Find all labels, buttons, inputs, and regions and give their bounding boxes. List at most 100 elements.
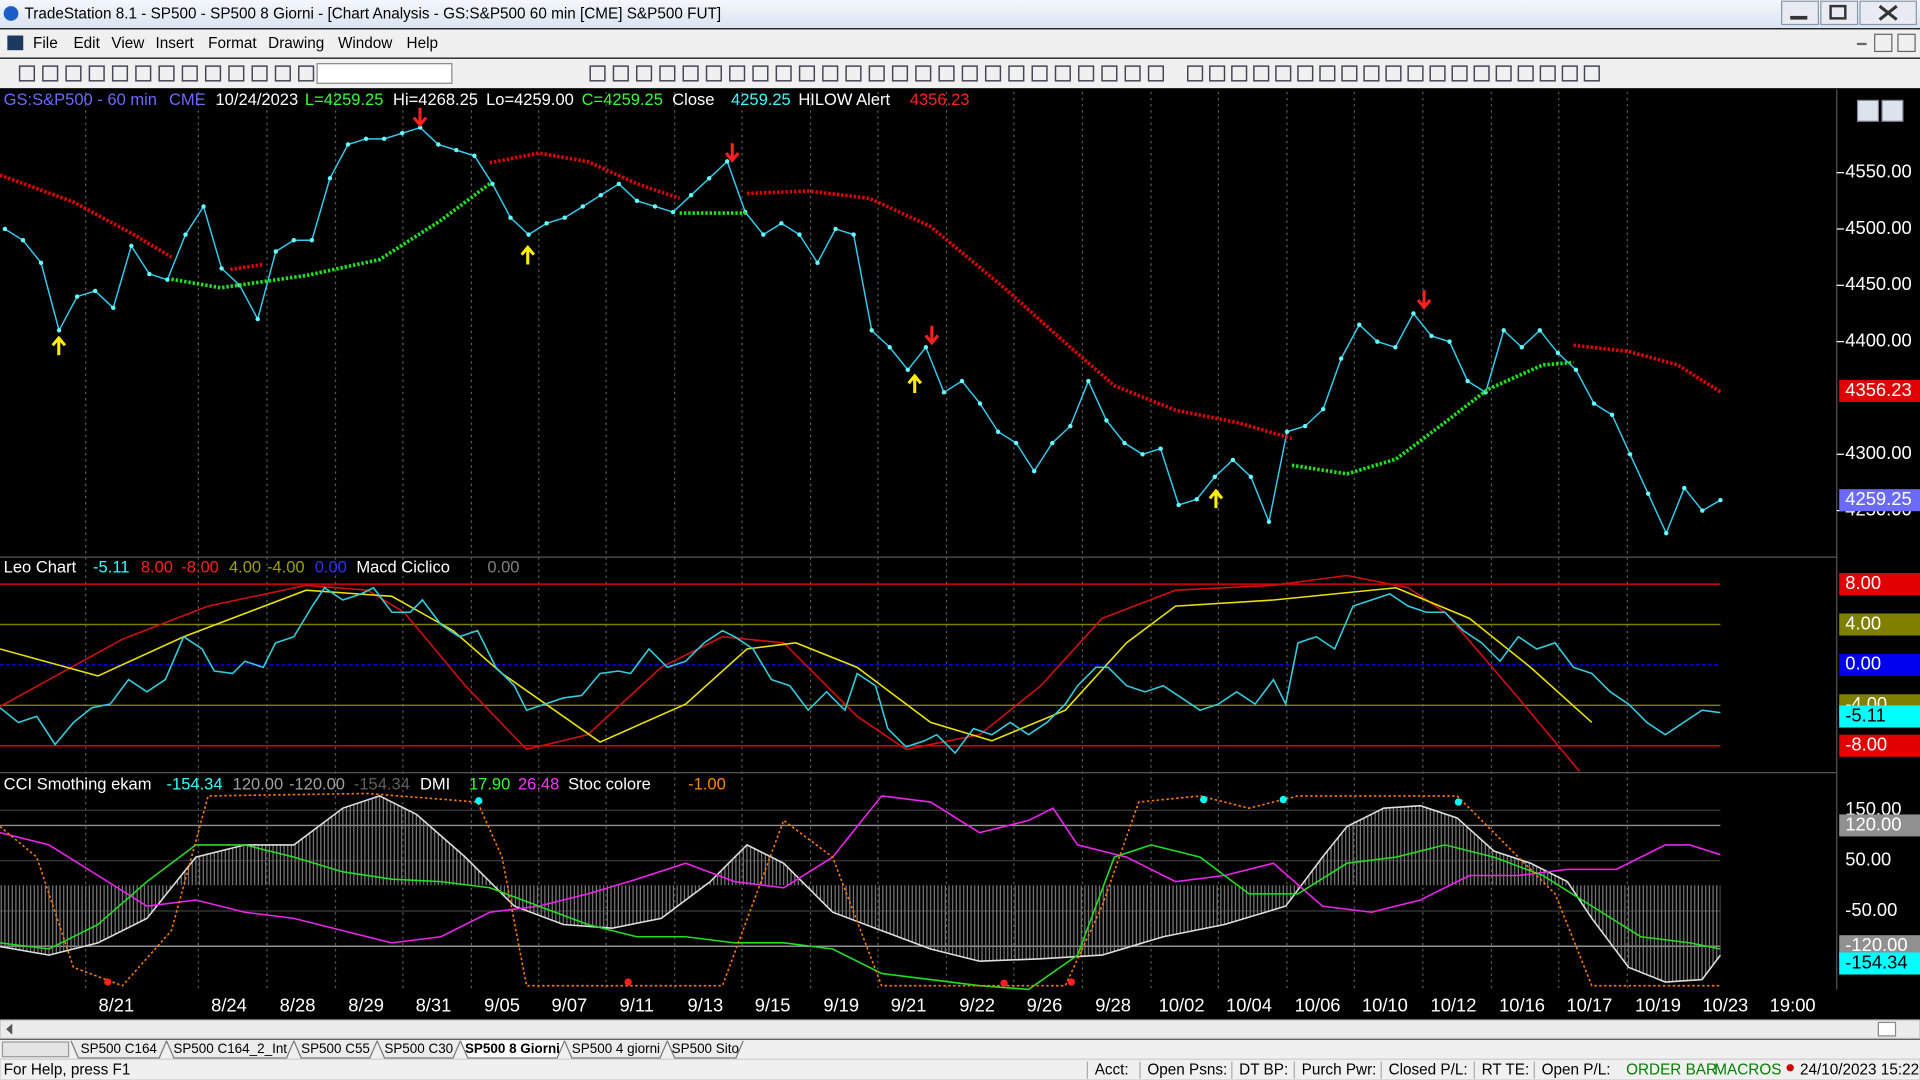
tool-icon[interactable] xyxy=(204,65,222,82)
menu-item[interactable]: Edit xyxy=(73,35,100,52)
tool-icon[interactable] xyxy=(1147,65,1164,82)
menu-item[interactable]: Format xyxy=(208,35,257,52)
tool-icon[interactable] xyxy=(659,65,676,82)
tool-icon[interactable] xyxy=(1473,65,1490,82)
tool-icon[interactable] xyxy=(682,65,699,82)
menu-item[interactable]: Help xyxy=(407,35,438,52)
tool-icon[interactable] xyxy=(961,65,978,82)
tool-icon[interactable] xyxy=(1275,65,1292,82)
tool-icon[interactable] xyxy=(251,65,268,82)
tool-icon[interactable] xyxy=(228,65,245,82)
tool-icon[interactable] xyxy=(1583,65,1600,82)
price-point xyxy=(1411,311,1416,316)
doc-icon xyxy=(7,35,24,51)
tool-icon[interactable] xyxy=(868,65,885,82)
tool-icon[interactable] xyxy=(1187,65,1204,82)
tool-icon[interactable] xyxy=(1101,65,1118,82)
tab-nav[interactable] xyxy=(1,1041,70,1058)
tool-icon[interactable] xyxy=(1495,65,1512,82)
tool-icon[interactable] xyxy=(42,65,59,82)
order-bar[interactable]: ORDER BAR xyxy=(1626,1061,1717,1078)
tool-icon[interactable] xyxy=(891,65,909,82)
scroll-left[interactable] xyxy=(6,1023,13,1035)
menu-item[interactable]: Insert xyxy=(156,35,195,52)
price-point xyxy=(761,232,766,237)
price-point xyxy=(345,142,351,147)
tab-label[interactable]: SP500 C164 xyxy=(81,1041,158,1056)
tool-icon[interactable] xyxy=(752,65,769,82)
sub-minimize[interactable] xyxy=(1856,99,1879,122)
tab[interactable] xyxy=(165,1040,295,1059)
tool-icon[interactable] xyxy=(636,65,653,82)
tab[interactable] xyxy=(666,1040,744,1059)
tool-icon[interactable] xyxy=(111,65,129,82)
menu-item[interactable]: Drawing xyxy=(268,35,324,52)
tool-icon[interactable] xyxy=(1517,65,1534,82)
tool-icon[interactable] xyxy=(65,65,82,82)
tool-icon[interactable] xyxy=(1451,65,1468,82)
scroll-thumb[interactable] xyxy=(1877,1021,1897,1037)
tool-icon[interactable] xyxy=(88,65,105,82)
window-controls[interactable] xyxy=(1781,0,1917,26)
tab-label[interactable]: SP500 C55 xyxy=(301,1041,370,1056)
tool-icon[interactable] xyxy=(1341,65,1358,82)
tool-icon[interactable] xyxy=(915,65,932,82)
tab-label[interactable]: SP500 C30 xyxy=(384,1041,453,1056)
tool-icon[interactable] xyxy=(1078,65,1095,82)
tool-icon[interactable] xyxy=(612,65,629,82)
tool-icon[interactable] xyxy=(298,65,315,82)
tab-label[interactable]: SP500 C164_2_Int xyxy=(173,1041,287,1056)
tab[interactable] xyxy=(459,1040,566,1059)
tool-icon[interactable] xyxy=(1031,65,1048,82)
tick-box xyxy=(1839,935,1920,958)
tab-label[interactable]: SP500 4 giorni xyxy=(572,1041,660,1056)
tool-icon[interactable] xyxy=(1297,65,1314,82)
tool-icon[interactable] xyxy=(18,65,36,82)
tool-icon[interactable] xyxy=(1231,65,1248,82)
tab[interactable] xyxy=(70,1040,168,1059)
tool-icon[interactable] xyxy=(589,65,606,82)
tool-icon[interactable] xyxy=(1253,65,1270,82)
tool-icon[interactable] xyxy=(1385,65,1402,82)
tool-icon[interactable] xyxy=(845,65,862,82)
tab-label[interactable]: SP500 Sito xyxy=(672,1041,739,1056)
tool-icon[interactable] xyxy=(274,65,291,82)
price-point xyxy=(616,181,622,187)
tool-icon[interactable] xyxy=(1539,65,1556,82)
tab[interactable] xyxy=(563,1040,668,1059)
price-point xyxy=(309,238,315,243)
tool-icon[interactable] xyxy=(1561,65,1578,82)
mdi-controls[interactable]: – xyxy=(1857,33,1916,53)
tool-icon[interactable] xyxy=(1124,65,1141,82)
sub-restore[interactable] xyxy=(1881,99,1904,122)
tool-icon[interactable] xyxy=(1008,65,1025,82)
tool-icon[interactable] xyxy=(729,65,746,82)
tab[interactable] xyxy=(376,1040,461,1059)
tool-icon[interactable] xyxy=(705,65,722,82)
price-point xyxy=(363,136,369,142)
tool-icon[interactable] xyxy=(1363,65,1380,82)
menu-item[interactable]: View xyxy=(111,35,145,52)
tool-icon[interactable] xyxy=(1407,65,1424,82)
alert-dot xyxy=(1786,1064,1794,1072)
tool-icon[interactable] xyxy=(798,65,816,82)
tool-icon[interactable] xyxy=(1209,65,1226,82)
scrollbar[interactable] xyxy=(0,1019,1920,1039)
tool-icon[interactable] xyxy=(1429,65,1446,82)
tool-icon[interactable] xyxy=(135,65,152,82)
tool-icon[interactable] xyxy=(1319,65,1336,82)
tool-icon[interactable] xyxy=(822,65,839,82)
tool-icon[interactable] xyxy=(775,65,792,82)
menu-item[interactable]: Window xyxy=(338,35,393,52)
menu-item[interactable]: File xyxy=(33,35,58,52)
tool-icon[interactable] xyxy=(984,65,1002,82)
status-field: Closed P/L: xyxy=(1389,1061,1468,1078)
tool-icon[interactable] xyxy=(181,65,198,82)
tab[interactable] xyxy=(293,1040,378,1059)
macros[interactable]: MACROS xyxy=(1714,1061,1781,1078)
tool-icon[interactable] xyxy=(938,65,955,82)
symbol-combo[interactable] xyxy=(316,63,453,84)
tool-icon[interactable] xyxy=(158,65,175,82)
tool-icon[interactable] xyxy=(1054,65,1071,82)
tab-label[interactable]: SP500 8 Giorni xyxy=(465,1041,560,1056)
